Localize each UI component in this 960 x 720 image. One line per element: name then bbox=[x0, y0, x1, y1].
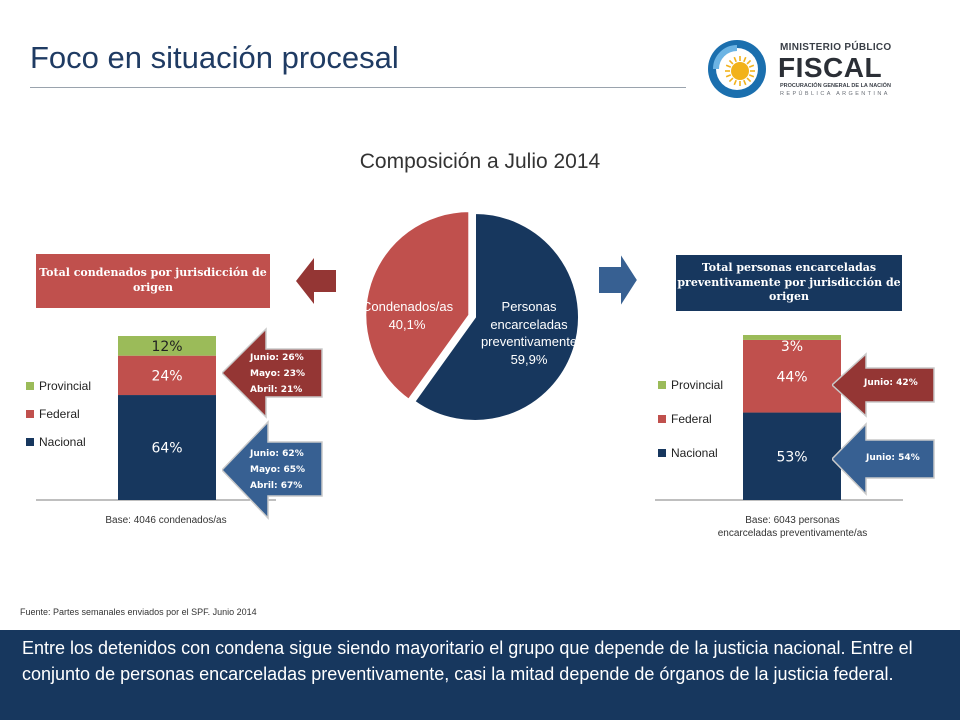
sun-rays bbox=[725, 56, 755, 86]
right-legend-nacional: Nacional bbox=[658, 436, 723, 470]
sun-ray bbox=[746, 59, 752, 65]
bar-segment-federal bbox=[118, 355, 216, 396]
pie-label-preventivas-line2: encarceladas bbox=[490, 316, 568, 332]
sun-ray bbox=[743, 56, 747, 63]
right-federal-note: Junio: 42% bbox=[864, 375, 918, 391]
right-legend-label: Nacional bbox=[671, 446, 718, 460]
left-legend-label: Nacional bbox=[39, 435, 86, 449]
note-line: Junio: 62% bbox=[250, 449, 304, 459]
pie-label-condenados: Condenados/as 40,1% bbox=[362, 298, 454, 333]
right-legend-label: Federal bbox=[671, 412, 712, 426]
left-arrow-icon bbox=[296, 258, 336, 304]
bar-data-label: 12% bbox=[151, 339, 182, 355]
sun-ray bbox=[733, 56, 737, 63]
right-base-label: Base: 6043 personas encarceladas prevent… bbox=[690, 514, 895, 540]
bar-data-label: 3% bbox=[781, 339, 803, 355]
right-base-line2: encarceladas preventivamente/as bbox=[717, 528, 868, 539]
note-line: Junio: 54% bbox=[866, 453, 920, 463]
note-line: Abril: 21% bbox=[250, 385, 303, 396]
right-arrow-icon bbox=[597, 250, 640, 310]
preventivas-origin-box: Total personas encarceladas preventivame… bbox=[676, 255, 902, 311]
left-stacked-bar-chart: 64% 24% 12% bbox=[36, 336, 276, 501]
legend-swatch bbox=[26, 438, 34, 446]
logo-line-2: FISCAL bbox=[778, 52, 883, 83]
legend-swatch bbox=[658, 415, 666, 423]
sun-seal-icon bbox=[708, 40, 766, 98]
ministry-logo: MINISTERIO PÚBLICO FISCAL PROCURACIÓN GE… bbox=[706, 38, 896, 98]
bar-segment-federal bbox=[743, 339, 841, 413]
right-federal-note-arrow bbox=[832, 352, 935, 418]
legend-swatch bbox=[658, 449, 666, 457]
logo-line-3: PROCURACIÓN GENERAL DE LA NACIÓN bbox=[780, 83, 891, 89]
left-federal-note: Junio: 26% Mayo: 23% Abril: 21% bbox=[250, 350, 305, 399]
bar-segment-provincial bbox=[118, 336, 216, 356]
footer-band bbox=[0, 630, 960, 720]
note-line: Abril: 67% bbox=[250, 481, 303, 492]
source-note: Fuente: Partes semanales enviados por el… bbox=[20, 607, 257, 617]
sun-ray bbox=[748, 64, 755, 68]
left-legend-label: Federal bbox=[39, 407, 80, 421]
bar-data-label: 64% bbox=[151, 441, 182, 457]
sun-ray bbox=[728, 77, 734, 83]
bar-data-label: 53% bbox=[776, 449, 807, 465]
bar-data-label: 24% bbox=[151, 368, 182, 384]
legend-swatch bbox=[26, 382, 34, 390]
pie-chart-title: Composición a Julio 2014 bbox=[359, 150, 601, 173]
pie-chart bbox=[364, 210, 580, 422]
bar-segment-nacional bbox=[743, 412, 841, 500]
title-divider bbox=[30, 87, 686, 88]
left-legend-federal: Federal bbox=[26, 400, 91, 428]
pie-label-condenados-name: Condenados/as bbox=[362, 299, 454, 314]
bar-data-label: 44% bbox=[776, 369, 807, 385]
footer-summary: Entre los detenidos con condena sigue si… bbox=[22, 638, 913, 684]
right-legend-label: Provincial bbox=[671, 378, 724, 392]
right-legend-provincial: Provincial bbox=[658, 368, 723, 402]
logo-line-1: MINISTERIO PÚBLICO bbox=[780, 42, 892, 53]
left-legend-nacional: Nacional bbox=[26, 428, 91, 456]
sun-ray bbox=[725, 64, 732, 68]
right-nacional-note: Junio: 54% bbox=[866, 450, 920, 466]
left-legend-provincial: Provincial bbox=[26, 372, 91, 400]
sun-ray bbox=[743, 79, 747, 86]
note-line: Mayo: 23% bbox=[250, 369, 306, 380]
right-legend-federal: Federal bbox=[658, 402, 723, 436]
pie-slice-condenados bbox=[364, 210, 471, 402]
bar-segment-provincial bbox=[743, 335, 841, 340]
left-legend-label: Provincial bbox=[39, 379, 92, 393]
left-nacional-note: Junio: 62% Mayo: 65% Abril: 67% bbox=[250, 446, 305, 495]
right-stacked-bar-chart: 53% 44% 3% bbox=[655, 335, 903, 501]
pie-slice-preventivas bbox=[413, 211, 580, 422]
note-line: Junio: 26% bbox=[250, 353, 304, 363]
sun-ray bbox=[748, 74, 755, 78]
pie-label-preventivas-line1: Personas bbox=[501, 299, 557, 314]
bar-segment-nacional bbox=[118, 395, 216, 500]
pie-label-preventivas: Personas encarceladas preventivamente 59… bbox=[472, 298, 586, 368]
pie-label-condenados-pct: 40,1% bbox=[388, 316, 426, 332]
left-nacional-note-arrow bbox=[222, 420, 323, 520]
right-base-line1: Base: 6043 personas bbox=[745, 515, 840, 526]
right-legend: Provincial Federal Nacional bbox=[658, 368, 723, 470]
note-line: Mayo: 65% bbox=[250, 465, 306, 476]
left-legend: Provincial Federal Nacional bbox=[26, 372, 91, 456]
condenados-origin-box: Total condenados por jurisdicción de ori… bbox=[36, 254, 270, 308]
note-line: Junio: 42% bbox=[864, 378, 918, 388]
legend-swatch bbox=[658, 381, 666, 389]
pie-label-preventivas-pct: 59,9% bbox=[510, 351, 548, 367]
legend-swatch bbox=[26, 410, 34, 418]
sun-ray bbox=[725, 74, 732, 78]
pie-label-preventivas-line3: preventivamente bbox=[480, 334, 578, 350]
left-base-label: Base: 4046 condenados/as bbox=[105, 515, 227, 526]
sun-ray bbox=[733, 79, 737, 86]
right-nacional-note-arrow bbox=[832, 422, 935, 496]
left-federal-note-arrow bbox=[222, 327, 323, 419]
logo-line-4: REPÚBLICA ARGENTINA bbox=[780, 91, 890, 97]
sun-ray bbox=[728, 59, 734, 65]
page-title: Foco en situación procesal bbox=[30, 40, 399, 75]
sun-ray bbox=[746, 77, 752, 83]
